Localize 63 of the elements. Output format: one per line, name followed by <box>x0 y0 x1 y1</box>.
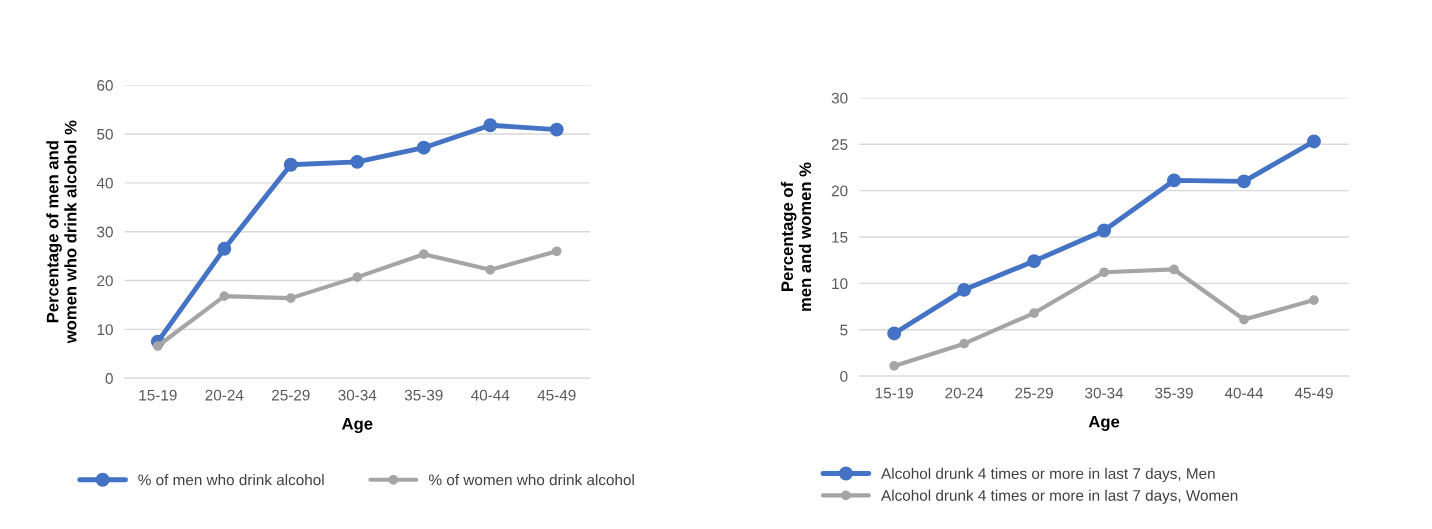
legend-label: % of women who drink alcohol <box>429 474 634 486</box>
point <box>217 241 232 256</box>
point <box>1169 264 1179 275</box>
point <box>959 338 970 349</box>
y-tick-label: 5 <box>840 324 848 336</box>
legend-label: Alcohol drunk 4 times or more in last 7 days, Men <box>881 467 1215 483</box>
point <box>889 361 900 371</box>
point <box>957 282 972 297</box>
point <box>551 246 562 257</box>
y-tick-label: 25 <box>831 139 848 150</box>
x-tick-label: 40-44 <box>471 389 510 401</box>
point <box>1167 173 1181 188</box>
y-tick-label: 0 <box>105 373 113 384</box>
legend-label: Alcohol drunk 4 times or more in last 7 days, Women <box>881 489 1238 504</box>
point <box>352 272 363 282</box>
y-tick-label: 60 <box>97 80 113 91</box>
point <box>1309 295 1319 305</box>
x-tick-label: 45-49 <box>1294 387 1333 399</box>
point <box>152 341 163 351</box>
x-tick-label: 15-19 <box>139 389 177 401</box>
y-axis-title: Percentage of men and women % <box>780 162 812 311</box>
point <box>1027 254 1042 269</box>
y-tick-label: 20 <box>97 275 113 287</box>
point <box>1029 308 1039 318</box>
point <box>485 264 496 275</box>
x-tick-label: 20-24 <box>205 389 244 401</box>
legend-label: % of men who drink alcohol <box>138 474 324 486</box>
point <box>1099 267 1109 278</box>
point <box>1239 314 1249 325</box>
y-tick-label: 0 <box>840 370 848 382</box>
y-axis-title: Percentage of men and women who drink alcohol % <box>46 120 77 344</box>
x-tick-label: 20-24 <box>945 387 984 399</box>
x-tick-label: 30-34 <box>1085 387 1124 399</box>
y-tick-label: 10 <box>97 324 113 336</box>
y-tick-label: 15 <box>832 232 848 243</box>
x-axis-title: Age <box>1088 415 1120 431</box>
point <box>483 118 498 133</box>
x-tick-label: 15-19 <box>875 387 913 399</box>
point <box>1307 134 1321 149</box>
x-tick-label: 30-34 <box>338 389 377 401</box>
point <box>1097 223 1112 238</box>
x-tick-label: 35-39 <box>404 389 443 401</box>
point <box>285 293 296 303</box>
point <box>219 291 230 302</box>
y-tick-label: 30 <box>831 92 848 104</box>
x-tick-label: 40-44 <box>1224 387 1264 399</box>
point <box>416 140 431 155</box>
point <box>1237 174 1251 189</box>
point <box>418 249 429 260</box>
y-tick-label: 20 <box>831 185 848 197</box>
x-tick-label: 25-29 <box>1015 387 1053 399</box>
x-axis-title: Age <box>341 418 373 434</box>
point <box>283 157 298 172</box>
point <box>549 122 564 137</box>
y-tick-label: 50 <box>97 128 113 140</box>
point <box>350 154 365 169</box>
y-tick-label: 40 <box>96 177 113 189</box>
x-tick-label: 25-29 <box>272 389 310 401</box>
x-tick-label: 35-39 <box>1155 387 1193 399</box>
x-tick-label: 45-49 <box>537 389 576 401</box>
y-tick-label: 30 <box>97 226 113 238</box>
point <box>887 326 902 341</box>
y-tick-label: 10 <box>832 278 848 290</box>
